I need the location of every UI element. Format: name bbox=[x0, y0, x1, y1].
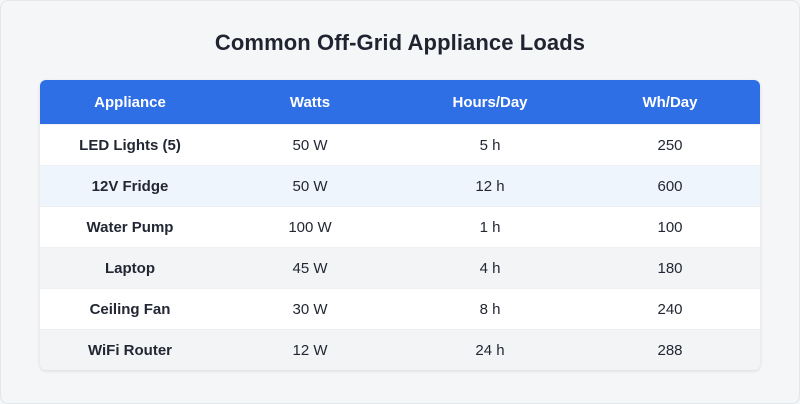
cell-appliance: 12V Fridge bbox=[40, 165, 220, 207]
cell-watts: 45 W bbox=[220, 247, 400, 289]
cell-appliance: LED Lights (5) bbox=[40, 124, 220, 166]
header-hours-per-day: Hours/Day bbox=[400, 80, 580, 125]
cell-watts: 50 W bbox=[220, 124, 400, 166]
cell-wh: 100 bbox=[580, 206, 760, 248]
cell-hours: 4 h bbox=[400, 247, 580, 289]
table-row: Water Pump 100 W 1 h 100 bbox=[40, 206, 760, 248]
cell-appliance: Ceiling Fan bbox=[40, 288, 220, 330]
cell-hours: 5 h bbox=[400, 124, 580, 166]
cell-wh: 288 bbox=[580, 329, 760, 370]
cell-appliance: WiFi Router bbox=[40, 329, 220, 370]
cell-hours: 8 h bbox=[400, 288, 580, 330]
table-header: Appliance Watts Hours/Day Wh/Day bbox=[40, 80, 760, 125]
table-row: LED Lights (5) 50 W 5 h 250 bbox=[40, 124, 760, 166]
cell-wh: 240 bbox=[580, 288, 760, 330]
header-appliance: Appliance bbox=[40, 80, 220, 125]
cell-watts: 12 W bbox=[220, 329, 400, 370]
cell-hours: 1 h bbox=[400, 206, 580, 248]
cell-wh: 250 bbox=[580, 124, 760, 166]
header-wh-per-day: Wh/Day bbox=[580, 80, 760, 125]
cell-wh: 600 bbox=[580, 165, 760, 207]
table-row: 12V Fridge 50 W 12 h 600 bbox=[40, 165, 760, 207]
table-row: Laptop 45 W 4 h 180 bbox=[40, 247, 760, 289]
page-title: Common Off-Grid Appliance Loads bbox=[214, 30, 586, 55]
cell-watts: 50 W bbox=[220, 165, 400, 207]
cell-watts: 30 W bbox=[220, 288, 400, 330]
cell-hours: 12 h bbox=[400, 165, 580, 207]
header-watts: Watts bbox=[220, 80, 400, 125]
appliance-loads-table: Appliance Watts Hours/Day Wh/Day LED Lig… bbox=[40, 80, 760, 370]
table-row: WiFi Router 12 W 24 h 288 bbox=[40, 329, 760, 370]
cell-appliance: Laptop bbox=[40, 247, 220, 289]
table-row: Ceiling Fan 30 W 8 h 240 bbox=[40, 288, 760, 330]
appliance-loads-table-card: Appliance Watts Hours/Day Wh/Day LED Lig… bbox=[40, 80, 760, 370]
cell-appliance: Water Pump bbox=[40, 206, 220, 248]
cell-watts: 100 W bbox=[220, 206, 400, 248]
table-body: LED Lights (5) 50 W 5 h 250 12V Fridge 5… bbox=[40, 124, 760, 370]
cell-hours: 24 h bbox=[400, 329, 580, 370]
table-header-row: Appliance Watts Hours/Day Wh/Day bbox=[40, 80, 760, 125]
cell-wh: 180 bbox=[580, 247, 760, 289]
